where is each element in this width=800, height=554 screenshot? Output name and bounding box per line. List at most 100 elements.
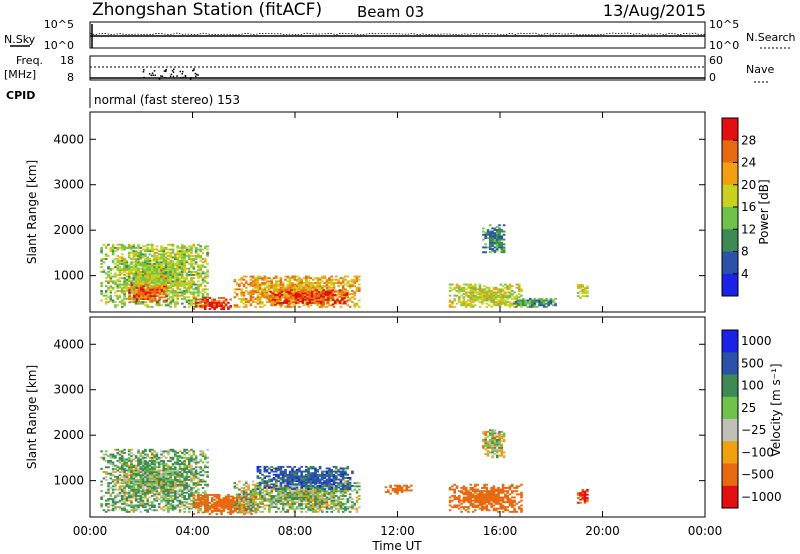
velocity-cell	[109, 472, 113, 475]
velocity-cell	[130, 490, 133, 493]
velocity-cell	[243, 508, 246, 511]
velocity-cell	[318, 496, 322, 499]
velocity-cell	[114, 464, 117, 467]
velocity-cell	[169, 485, 172, 488]
nave-scatter-point	[150, 74, 153, 77]
power-cell	[322, 292, 325, 295]
velocity-cell	[206, 466, 209, 469]
power-cell	[171, 264, 175, 267]
power-cell	[263, 283, 267, 286]
power-cell	[134, 251, 138, 254]
velocity-cell	[114, 485, 117, 488]
velocity-cell	[130, 463, 133, 465]
power-cell	[137, 272, 140, 275]
power-cell	[160, 275, 163, 278]
power-cell	[481, 293, 484, 295]
velocity-cell	[107, 498, 110, 500]
velocity-cell	[160, 463, 163, 465]
n-search-trace	[89, 32, 706, 36]
velocity-cell	[160, 461, 163, 464]
velocity-cell	[134, 471, 138, 473]
velocity-cell	[171, 458, 175, 461]
velocity-cell	[309, 496, 313, 499]
power-cell	[491, 227, 494, 230]
velocity-cell	[288, 490, 292, 493]
velocity-cell	[245, 509, 248, 512]
power-cell	[469, 296, 473, 299]
velocity-cell	[127, 499, 131, 502]
velocity-cell	[353, 502, 356, 505]
velocity-cell	[146, 491, 149, 494]
velocity-cell	[132, 482, 136, 485]
power-cell	[139, 270, 143, 273]
velocity-cell	[243, 505, 246, 508]
power-cell	[309, 282, 313, 284]
power-cell	[586, 295, 589, 298]
power-cell	[301, 295, 305, 298]
velocity-cell	[174, 469, 177, 472]
velocity-cell	[183, 496, 186, 499]
velocity-cell	[187, 495, 191, 497]
power-cell	[137, 283, 141, 286]
velocity-cell	[314, 502, 317, 505]
velocity-cell	[123, 495, 126, 497]
velocity-cell	[291, 496, 294, 499]
power-cell	[311, 282, 315, 284]
power-cell	[100, 247, 103, 249]
velocity-cell	[330, 493, 333, 496]
power-cell	[458, 291, 461, 294]
nave-scatter-point	[148, 73, 151, 75]
power-cell	[114, 305, 117, 308]
velocity-cell	[169, 496, 172, 499]
velocity-cell	[201, 511, 205, 514]
power-cell	[469, 291, 473, 294]
velocity-cell	[286, 493, 290, 496]
power-cell	[478, 293, 482, 295]
power-cell	[151, 275, 154, 278]
power-cell	[279, 285, 283, 288]
power-cell	[249, 285, 253, 288]
power-cell	[469, 304, 473, 307]
velocity-cell	[197, 480, 200, 483]
velocity-cell	[323, 498, 326, 500]
power-cell	[493, 227, 497, 230]
nave-scatter-point	[176, 75, 178, 77]
power-cell	[515, 296, 519, 299]
velocity-cell	[286, 509, 290, 512]
power-cell	[462, 299, 466, 302]
power-cell	[144, 293, 148, 296]
velocity-cell	[151, 475, 154, 478]
power-cell	[183, 250, 186, 253]
power-cell	[224, 303, 228, 306]
power-cell	[345, 295, 349, 298]
power-cell	[498, 241, 501, 244]
nave-scatter-point	[165, 70, 167, 72]
power-cell	[116, 261, 119, 264]
velocity-cell	[220, 502, 223, 504]
velocity-cell	[187, 502, 191, 505]
power-cell	[148, 283, 152, 286]
velocity-cell	[114, 483, 117, 486]
velocity-cell	[181, 485, 184, 488]
velocity-cell	[245, 510, 248, 513]
velocity-cell	[199, 474, 202, 477]
power-cell	[121, 243, 124, 246]
power-cell	[498, 235, 501, 238]
velocity-cell	[107, 488, 110, 491]
power-cell	[291, 302, 294, 305]
power-cell	[482, 230, 485, 233]
power-cell	[183, 261, 186, 264]
velocity-cell	[151, 469, 154, 472]
power-cell	[481, 294, 484, 297]
power-colorbar-tick-label: 28	[741, 133, 756, 147]
power-cell	[151, 291, 155, 294]
velocity-cell	[247, 501, 250, 504]
power-cell	[280, 290, 284, 293]
velocity-cell	[162, 482, 166, 485]
velocity-cell	[174, 455, 177, 458]
velocity-cell	[222, 506, 226, 509]
velocity-cell	[330, 496, 333, 499]
velocity-cell	[164, 507, 168, 510]
power-cell	[506, 296, 509, 299]
velocity-cell	[270, 480, 273, 483]
